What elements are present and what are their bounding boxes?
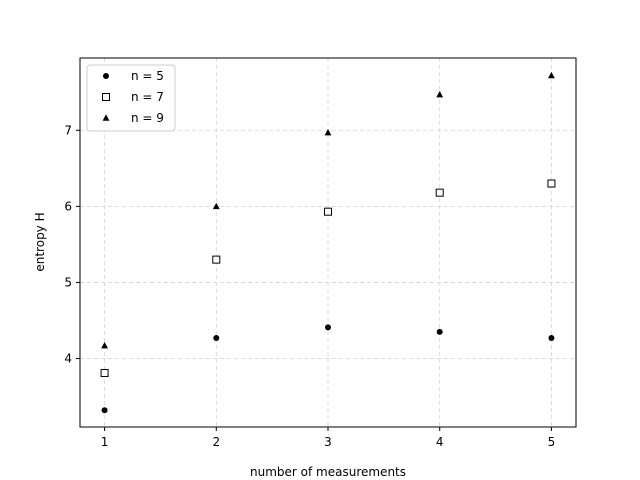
- data-point-circle: [436, 328, 443, 335]
- data-point-circle: [101, 407, 108, 414]
- y-axis: 4 5 6 7: [64, 123, 80, 366]
- y-tick-label: 6: [64, 199, 72, 213]
- y-tick-label: 7: [64, 123, 72, 137]
- legend: n = 5 n = 7 n = 9: [86, 64, 176, 132]
- x-tick-label: 1: [101, 435, 109, 449]
- data-point-square: [547, 179, 556, 188]
- data-point-square: [212, 255, 221, 264]
- legend-item: n = 9: [102, 111, 164, 125]
- legend-label: n = 7: [131, 90, 164, 104]
- legend-marker-circle: [103, 73, 109, 79]
- x-axis-title: number of measurements: [250, 465, 406, 479]
- data-point-circle: [548, 334, 555, 341]
- legend-marker-triangle: [102, 114, 110, 121]
- legend-item: n = 5: [103, 69, 164, 83]
- data-point-triangle: [324, 128, 332, 136]
- y-axis-title: entropy H: [33, 212, 47, 271]
- data-point-triangle: [101, 341, 108, 349]
- data-point-circle: [325, 324, 331, 331]
- x-tick-label: 4: [436, 435, 444, 449]
- data-point-triangle: [436, 90, 444, 98]
- x-axis: 1 2 3 4 5: [101, 427, 555, 449]
- y-tick-label: 5: [64, 275, 72, 289]
- legend-item: n = 7: [102, 90, 164, 104]
- data-point-circle: [213, 334, 220, 341]
- data-point-square: [100, 368, 109, 377]
- data-point-square: [435, 188, 444, 197]
- y-tick-label: 4: [64, 352, 72, 366]
- x-tick-label: 5: [548, 435, 556, 449]
- x-tick-label: 2: [212, 435, 220, 449]
- data-point-triangle: [212, 202, 220, 210]
- x-tick-label: 3: [324, 435, 332, 449]
- series-1: [101, 324, 555, 414]
- series-3: [101, 71, 555, 349]
- legend-label: n = 5: [131, 69, 164, 83]
- data-point-triangle: [548, 71, 555, 79]
- legend-marker-square: [102, 93, 110, 101]
- data-points: [100, 71, 556, 414]
- legend-box: [86, 64, 176, 132]
- legend-label: n = 9: [131, 111, 164, 125]
- series-2: [100, 179, 556, 377]
- data-point-square: [324, 207, 332, 216]
